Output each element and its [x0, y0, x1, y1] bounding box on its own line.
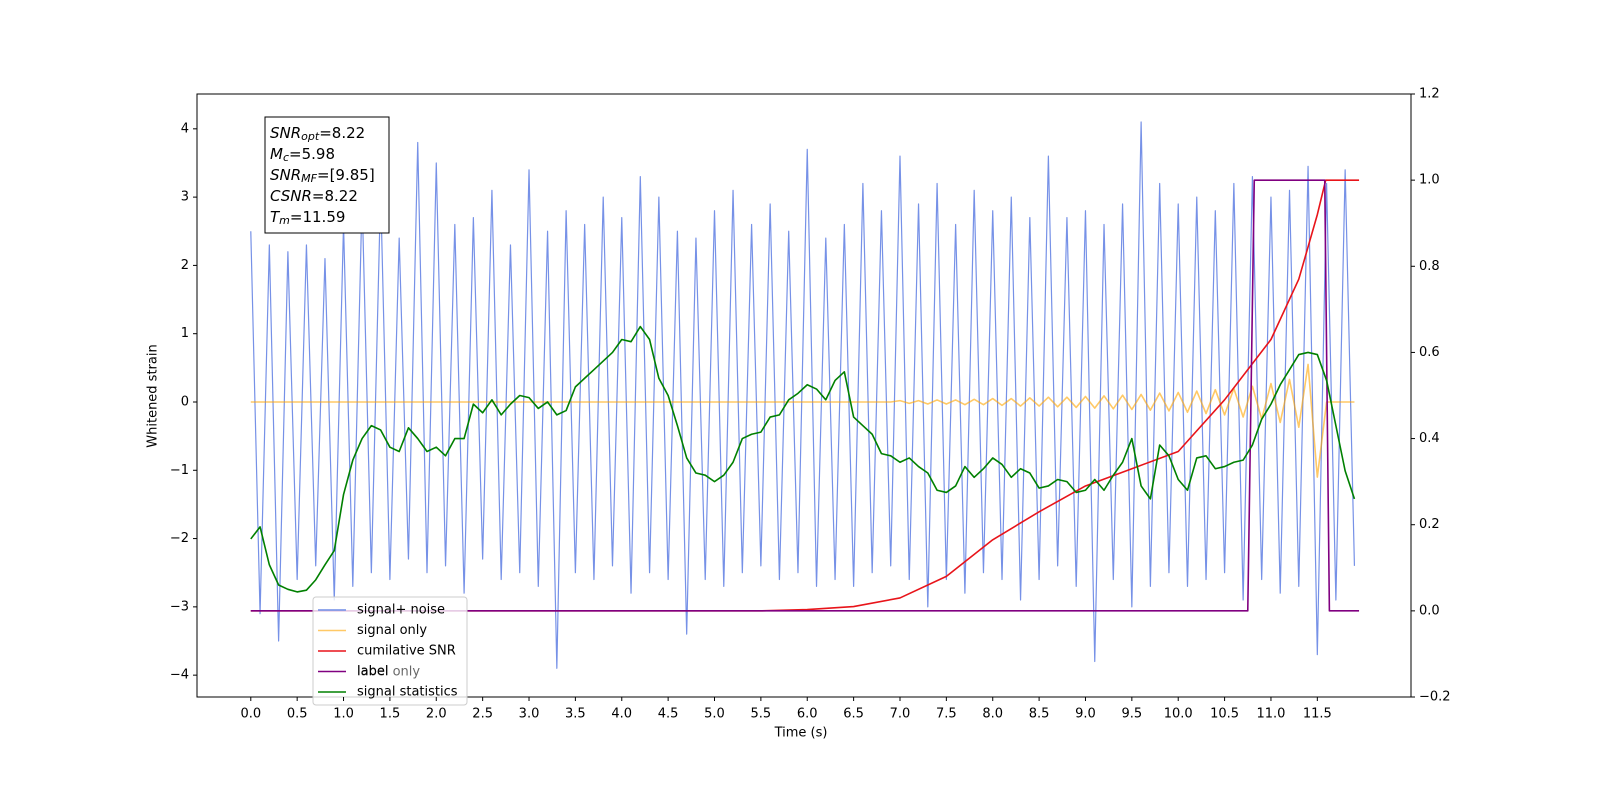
- y2-tick-label: 0.6: [1419, 345, 1440, 360]
- annotation-subscript: c: [283, 151, 289, 164]
- annotation-symbol: SNR: [270, 166, 301, 184]
- annotation-subscript: opt: [301, 130, 320, 143]
- y-tick-label: −2: [170, 531, 189, 546]
- y2-tick-label: 0.4: [1419, 431, 1440, 446]
- annotation-value: =[9.85]: [317, 166, 375, 184]
- y2-tick-label: 1.0: [1419, 173, 1440, 188]
- series-line: [250, 179, 1360, 612]
- x-tick-label: 8.0: [982, 707, 1003, 722]
- annotation-line: SNRMF=[9.85]: [270, 166, 375, 186]
- x-tick-label: 9.0: [1075, 707, 1096, 722]
- annotation-line: Mc=5.98: [270, 145, 335, 165]
- annotation-value: =8.22: [319, 124, 365, 142]
- x-tick-label: 11.5: [1303, 707, 1332, 722]
- annotation-subscript: m: [279, 214, 290, 227]
- x-tick-label: 1.0: [333, 707, 354, 722]
- series-line: [250, 363, 1355, 478]
- legend-label: signal+ noise: [357, 603, 445, 618]
- x-tick-label: 7.0: [890, 707, 911, 722]
- axes-frame: [196, 93, 1412, 698]
- legend: label only signal+ noise signal only cumila…: [312, 596, 468, 706]
- x-tick-label: 2.0: [426, 707, 447, 722]
- y2-tick-label: 0.0: [1419, 603, 1440, 618]
- series-line: [250, 325, 1356, 593]
- annotation-value: =5.98: [289, 145, 335, 163]
- legend-ghost-label: label only: [357, 665, 420, 680]
- annotation-subscript: MF: [301, 172, 317, 185]
- y2-tick-label: 0.8: [1419, 259, 1440, 274]
- annotation-line: CSNR=8.22: [270, 187, 358, 205]
- annotation-symbol: T: [270, 208, 281, 226]
- annotation-frame: [264, 116, 390, 234]
- legend-label: signal only: [357, 623, 427, 638]
- annotation-value: =11.59: [290, 208, 346, 226]
- x-tick-label: 0.5: [287, 707, 308, 722]
- annotation-value: =8.22: [312, 187, 358, 205]
- y2-tick-label: −0.2: [1419, 690, 1451, 705]
- x-tick-label: 1.5: [380, 707, 401, 722]
- annotation-box: SNRopt=8.22Mc=5.98SNRMF=[9.85]CSNR=8.22T…: [264, 116, 390, 234]
- legend-label: signal statistics: [357, 685, 458, 700]
- y2-tick-label: 1.2: [1419, 87, 1440, 102]
- y-tick-label: −4: [170, 668, 189, 683]
- x-tick-label: 0.0: [240, 707, 261, 722]
- y-tick-label: 0: [181, 394, 189, 409]
- x-tick-label: 5.5: [751, 707, 772, 722]
- y-tick-label: −1: [170, 463, 189, 478]
- x-tick-label: 4.0: [611, 707, 632, 722]
- x-tick-label: 10.0: [1164, 707, 1193, 722]
- annotation-symbol: M: [270, 145, 283, 163]
- y-tick-label: 2: [181, 258, 189, 273]
- y-tick-label: 4: [181, 121, 189, 136]
- y2-tick-label: 0.2: [1419, 517, 1440, 532]
- x-tick-label: 2.5: [472, 707, 493, 722]
- plot-area: [250, 121, 1360, 669]
- legend-label: label: [357, 664, 388, 679]
- x-tick-label: 10.5: [1210, 707, 1239, 722]
- y-axis-label: Whitened strain: [146, 344, 161, 447]
- legend-label: cumilative SNR: [357, 644, 456, 659]
- y-tick-label: −3: [170, 599, 189, 614]
- x-tick-label: 3.5: [565, 707, 586, 722]
- x-tick-label: 11.0: [1256, 707, 1285, 722]
- x-tick-label: 5.0: [704, 707, 725, 722]
- x-tick-label: 6.0: [797, 707, 818, 722]
- y-tick-label: 1: [181, 326, 189, 341]
- legend-frame: [312, 596, 468, 706]
- series-line: [250, 179, 1360, 612]
- y-tick-label: 3: [181, 190, 189, 205]
- annotation-symbol: SNR: [270, 124, 301, 142]
- x-tick-label: 8.5: [1029, 707, 1050, 722]
- annotation-symbol: CSNR: [270, 187, 312, 205]
- x-tick-label: 7.5: [936, 707, 957, 722]
- x-axis-label: Time (s): [774, 726, 828, 741]
- annotation-line: SNRopt=8.22: [270, 124, 365, 144]
- x-tick-label: 6.5: [843, 707, 864, 722]
- annotation-line: Tm=11.59: [270, 208, 345, 228]
- series-line: [250, 121, 1356, 669]
- x-tick-label: 9.5: [1122, 707, 1143, 722]
- x-tick-label: 4.5: [658, 707, 679, 722]
- x-tick-label: 3.0: [519, 707, 540, 722]
